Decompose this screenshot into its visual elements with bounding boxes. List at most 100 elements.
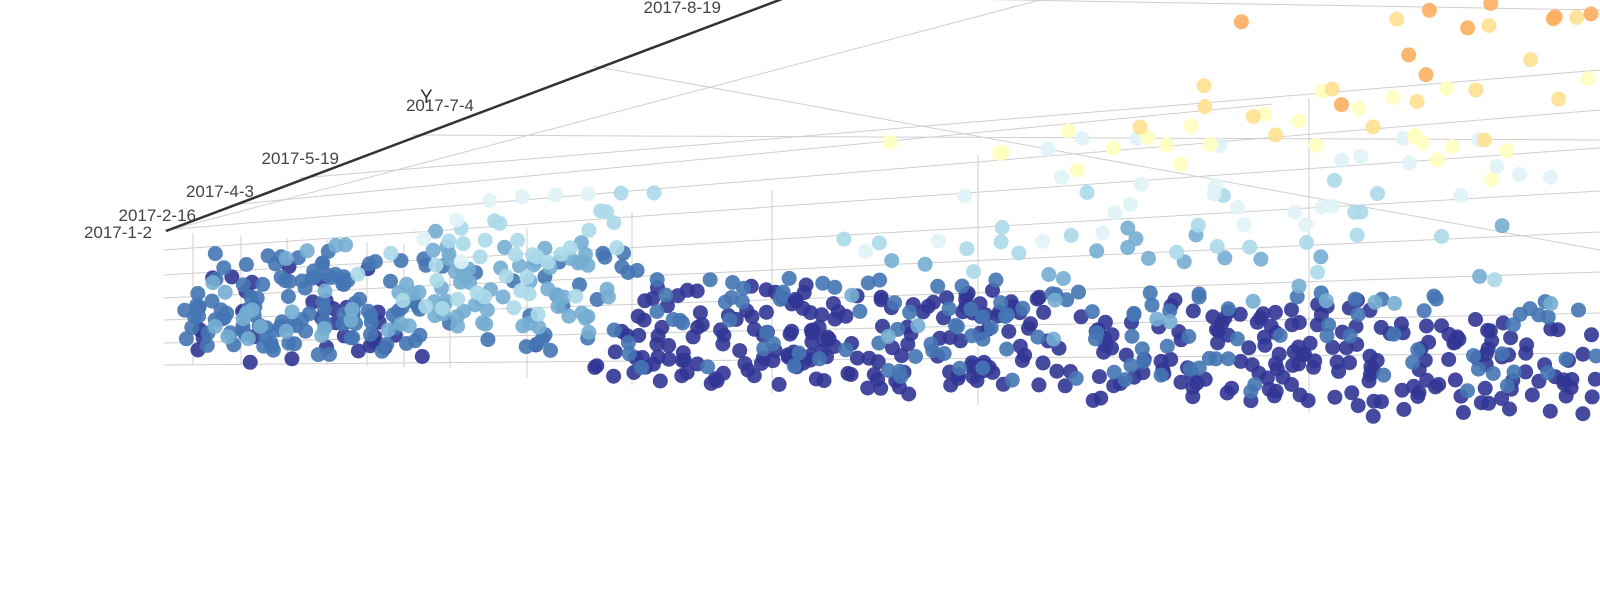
- data-point[interactable]: [1386, 326, 1402, 342]
- data-point[interactable]: [746, 368, 762, 384]
- data-point[interactable]: [1476, 132, 1492, 148]
- data-point[interactable]: [1236, 217, 1252, 233]
- data-point[interactable]: [1575, 406, 1591, 422]
- data-point[interactable]: [858, 243, 874, 259]
- data-point[interactable]: [613, 185, 629, 201]
- data-point[interactable]: [306, 263, 322, 279]
- data-point[interactable]: [1040, 141, 1056, 157]
- data-point[interactable]: [1284, 377, 1299, 392]
- data-point[interactable]: [207, 246, 223, 262]
- data-point[interactable]: [1499, 378, 1515, 394]
- data-point[interactable]: [1088, 331, 1103, 347]
- data-point[interactable]: [1030, 329, 1046, 345]
- data-point[interactable]: [1394, 382, 1410, 398]
- data-point[interactable]: [521, 286, 537, 302]
- data-point[interactable]: [804, 325, 820, 341]
- data-point[interactable]: [1060, 123, 1076, 139]
- data-point[interactable]: [963, 301, 979, 317]
- data-point[interactable]: [363, 308, 379, 324]
- data-point[interactable]: [450, 291, 466, 307]
- data-point[interactable]: [1494, 390, 1510, 406]
- data-point[interactable]: [974, 309, 990, 325]
- data-point[interactable]: [414, 349, 430, 364]
- data-point[interactable]: [412, 327, 428, 343]
- data-point[interactable]: [515, 318, 531, 334]
- data-point[interactable]: [1046, 331, 1062, 347]
- data-point[interactable]: [273, 269, 289, 285]
- data-point[interactable]: [1483, 0, 1499, 11]
- data-point[interactable]: [374, 343, 390, 359]
- data-point[interactable]: [685, 329, 701, 345]
- data-point[interactable]: [1196, 78, 1212, 94]
- data-point[interactable]: [880, 329, 896, 344]
- data-point[interactable]: [1015, 300, 1031, 316]
- data-point[interactable]: [746, 321, 762, 337]
- data-point[interactable]: [1308, 138, 1324, 153]
- data-point[interactable]: [252, 319, 268, 334]
- data-point[interactable]: [791, 345, 807, 361]
- data-point[interactable]: [549, 287, 565, 303]
- data-point[interactable]: [1409, 94, 1425, 110]
- data-point[interactable]: [1518, 345, 1534, 361]
- data-point[interactable]: [1149, 311, 1165, 327]
- data-point[interactable]: [1219, 385, 1235, 401]
- data-point[interactable]: [1106, 378, 1122, 394]
- data-point[interactable]: [873, 380, 889, 396]
- data-point[interactable]: [1073, 309, 1089, 325]
- data-point[interactable]: [1543, 296, 1559, 311]
- data-point[interactable]: [873, 289, 889, 305]
- data-point[interactable]: [620, 335, 636, 351]
- data-point[interactable]: [646, 185, 662, 201]
- data-point[interactable]: [1183, 118, 1199, 134]
- data-point[interactable]: [1247, 377, 1263, 393]
- data-point[interactable]: [1347, 291, 1363, 307]
- data-point[interactable]: [1487, 272, 1503, 288]
- data-point[interactable]: [492, 215, 508, 231]
- data-point[interactable]: [399, 336, 414, 351]
- data-point[interactable]: [1426, 288, 1442, 304]
- data-point[interactable]: [1232, 306, 1248, 322]
- data-point[interactable]: [1583, 6, 1599, 22]
- data-point[interactable]: [900, 336, 916, 352]
- data-point[interactable]: [1587, 371, 1600, 387]
- data-point[interactable]: [284, 351, 300, 367]
- data-point[interactable]: [361, 256, 377, 272]
- data-point[interactable]: [1133, 176, 1149, 192]
- data-point[interactable]: [1012, 338, 1028, 354]
- data-point[interactable]: [477, 232, 493, 248]
- data-point[interactable]: [589, 292, 605, 307]
- data-point[interactable]: [581, 324, 597, 340]
- data-point[interactable]: [957, 188, 972, 204]
- data-point[interactable]: [1089, 243, 1105, 259]
- data-point[interactable]: [692, 305, 708, 321]
- data-point[interactable]: [1162, 314, 1178, 330]
- data-point[interactable]: [260, 248, 276, 264]
- data-point[interactable]: [1159, 137, 1175, 153]
- data-point[interactable]: [606, 322, 622, 338]
- data-point[interactable]: [497, 239, 513, 255]
- data-point[interactable]: [1531, 307, 1547, 323]
- data-point[interactable]: [190, 286, 206, 301]
- data-point[interactable]: [350, 266, 366, 282]
- data-point[interactable]: [1057, 378, 1073, 394]
- data-point[interactable]: [519, 269, 535, 285]
- data-point[interactable]: [843, 367, 859, 382]
- data-point[interactable]: [1353, 149, 1369, 165]
- data-point[interactable]: [495, 289, 511, 305]
- data-point[interactable]: [1460, 383, 1475, 399]
- data-point[interactable]: [498, 268, 514, 284]
- data-point[interactable]: [1095, 225, 1111, 241]
- data-point[interactable]: [821, 331, 837, 347]
- data-point[interactable]: [1485, 366, 1501, 381]
- data-point[interactable]: [1004, 372, 1020, 388]
- data-point[interactable]: [1173, 374, 1189, 390]
- data-point[interactable]: [700, 359, 716, 375]
- data-point[interactable]: [1126, 307, 1142, 323]
- data-point[interactable]: [1134, 341, 1150, 357]
- data-point[interactable]: [1329, 354, 1345, 370]
- data-point[interactable]: [1079, 184, 1095, 200]
- data-point[interactable]: [765, 336, 781, 352]
- data-point[interactable]: [1376, 367, 1392, 383]
- data-point[interactable]: [1117, 372, 1133, 388]
- data-point[interactable]: [1571, 302, 1586, 318]
